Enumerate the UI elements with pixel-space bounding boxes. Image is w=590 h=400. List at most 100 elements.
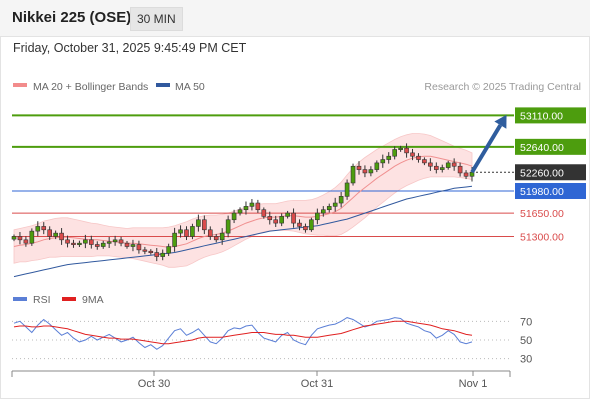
instrument-title: Nikkei 225 (OSE) [12,9,132,26]
forecast-arrow-head [494,114,507,129]
candle [445,160,451,170]
legend-swatch-rsi [13,297,27,301]
candle [130,239,136,252]
candle [166,243,171,257]
candle [94,241,100,250]
candle [356,161,362,175]
candle [202,215,207,235]
candle [17,232,23,245]
candle [291,208,296,228]
candle [136,240,142,254]
candle [338,191,344,208]
candle [178,225,183,238]
rsi-tick-70: 70 [520,316,532,328]
chart-header: Nikkei 225 (OSE) 30 MIN [0,0,590,36]
time-label-2: Nov 1 [459,378,488,390]
candle [344,179,350,200]
legend-rsi: RSI [33,294,51,306]
candle [11,234,17,242]
level-box-3 [515,182,586,199]
candle [124,240,130,249]
candle [439,164,445,173]
level-box-2 [515,164,586,181]
rsi-ma-line [13,320,473,345]
legend-ma20: MA 20 + Bollinger Bands [33,81,148,93]
level-box-0 [515,107,586,124]
candle [279,213,284,227]
level-label-5: 51300.00 [520,231,564,243]
candle [225,215,231,238]
candle [237,207,243,216]
candle [243,201,249,215]
candle [154,247,160,262]
candle [410,148,415,161]
candle [386,152,392,164]
candle [53,230,58,240]
legend-ma50: MA 50 [175,81,205,93]
candle [231,209,237,224]
candle [196,214,201,232]
forecast-arrow-line [470,124,503,174]
candle [267,211,273,225]
candle [368,166,374,177]
candle [112,235,118,246]
candle [184,226,189,241]
candle [303,223,308,233]
legend-9ma: 9MA [82,294,104,306]
level-label-2: 52260.00 [520,167,564,179]
timeframe-button[interactable]: 30 MIN [130,7,183,31]
candle [463,170,469,180]
candle [219,228,225,245]
level-label-4: 51650.00 [520,208,564,220]
candle [285,210,290,219]
candle [89,235,94,249]
candle [451,158,457,171]
level-label-1: 52640.00 [520,142,564,154]
candle [457,162,463,177]
candle [172,227,177,252]
legend-swatch-ma20 [13,83,27,87]
candle [249,199,255,211]
candle [434,162,439,174]
candle [207,226,213,240]
candle [350,163,356,186]
rsi-tick-30: 30 [520,354,532,366]
candle [35,221,41,237]
candle [273,215,279,227]
time-label-1: Oct 31 [301,378,333,390]
level-label-0: 53110.00 [520,110,563,122]
candle [65,235,70,248]
timestamp: Friday, October 31, 2025 9:45:49 PM CET [13,41,247,55]
level-labels: 53110.00 52640.00 52260.00 51980.00 51650.00… [515,107,586,243]
candle [362,165,368,178]
candle [309,217,314,232]
candle [118,236,124,247]
candle [23,236,29,247]
legend-swatch-ma50 [156,83,170,87]
candle [160,249,166,261]
candle [83,234,88,249]
candle [29,228,35,246]
candle [47,226,52,240]
candle [213,233,219,243]
rsi-panel: 70 50 30 [12,316,532,366]
ma50-line [13,185,473,278]
candle [106,237,112,248]
candle [398,145,403,152]
level-label-3: 51980.00 [520,186,564,198]
candles [11,143,475,262]
legend-swatch-9ma [62,297,76,301]
candle [404,143,409,158]
candle [416,153,421,163]
candle [190,223,195,240]
time-axis: Oct 30 Oct 31 Nov 1 [11,370,511,390]
candle [71,239,76,248]
candle [374,160,380,173]
time-label-0: Oct 30 [138,378,170,390]
candle [41,222,47,235]
candle [100,240,106,249]
level-lines [12,114,514,237]
candle [428,158,433,171]
candle [422,157,427,166]
